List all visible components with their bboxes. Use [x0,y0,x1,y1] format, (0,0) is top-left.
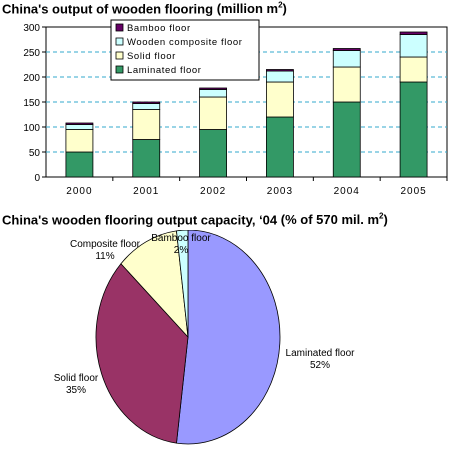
pie-chart-title: China's wooden flooring output capacity,… [2,212,388,227]
bar-segment [132,139,161,178]
x-tick-label: 2001 [133,186,159,197]
bar-segment [266,81,294,118]
bar-chart-title: China's output of wooden flooring (milli… [2,1,287,16]
pie-slice [95,263,189,444]
pie-label-name: Solid floor [54,373,99,384]
y-tick-label: 50 [29,148,41,159]
bar-segment [199,89,227,98]
pie-label-value: 35% [66,385,86,396]
y-tick-label: 250 [23,48,40,59]
legend-swatch [115,37,124,46]
pie-chart-title-text: China's wooden flooring output capacity,… [2,212,278,228]
pie-label-value: 11% [95,251,114,262]
y-tick-label: 150 [23,98,40,109]
bar-segment [132,109,161,140]
bar-segment [332,48,361,51]
bar-segment [199,87,227,90]
bar-segment [266,69,294,72]
y-tick-label: 0 [34,173,40,184]
bar-chart-title-unit: (million m2) [216,1,287,17]
legend-label: Laminated floor [127,65,201,76]
bar-segment [399,81,428,178]
x-tick-label: 2003 [267,186,293,197]
bar-chart-title-text: China's output of wooden flooring [2,1,214,17]
y-tick-label: 100 [23,123,40,134]
bar-segment [399,34,428,58]
legend-label: Wooden composite floor [127,37,242,48]
legend-label: Solid floor [127,51,176,62]
bar-segment [65,124,94,130]
legend: Bamboo floor Wooden composite floor Solid … [110,19,260,81]
bar-segment [199,96,227,130]
legend-swatch [115,65,124,74]
x-tick-label: 2005 [400,186,426,197]
y-tick-label: 300 [23,23,40,34]
pie-slice [176,230,281,445]
bar-segment [132,101,161,104]
bar-segment [65,129,94,153]
legend-swatch [115,23,124,32]
legend-label: Bamboo floor [127,23,191,34]
bar-segment [65,151,94,178]
legend-swatch [115,51,124,60]
bar-segment [199,129,227,178]
bar-segment [399,31,428,35]
x-tick-label: 2002 [200,186,226,197]
pie-label-name: Composite floor [70,239,141,250]
bar-segment [332,101,361,178]
pie-slice [176,230,189,338]
pie-label-name: Bamboo floor [151,233,211,244]
x-tick-label: 2000 [66,186,92,197]
x-tick-label: 2004 [334,186,360,197]
bar-segment [266,116,294,178]
bar-segment [132,103,161,110]
y-tick-label: 200 [23,73,40,84]
bar-segment [332,50,361,68]
bar-chart: 0 50 100 150 200 250 300 2000 2001 2002 2003 2004 20… [23,19,448,197]
pie-label-value: 52% [310,360,330,371]
bar-segment [65,122,94,125]
pie-slice [120,230,189,339]
pie-chart-title-unit: (% of 570 mil. m2) [280,212,388,228]
bar-segment [399,56,428,83]
pie-label-name: Laminated floor [286,348,356,359]
pie-label-value: 2% [174,245,189,256]
bar-segment [266,70,294,83]
legend-box [110,19,260,81]
bar-segment [332,66,361,103]
